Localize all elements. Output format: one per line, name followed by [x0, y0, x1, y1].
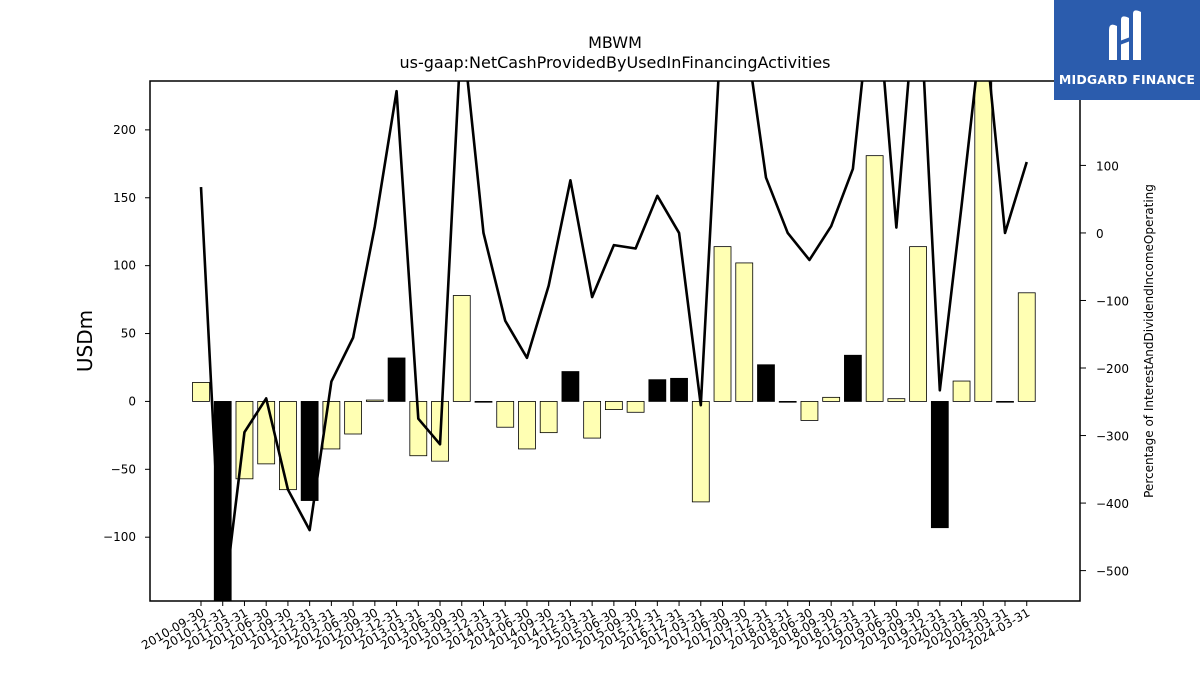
y-tick-label: 150 — [113, 191, 136, 205]
plot-frame — [149, 80, 1081, 602]
bar-2019-03-31 — [865, 155, 884, 402]
line-layer — [199, 81, 1028, 601]
bar-2015-09-30 — [626, 401, 645, 413]
y-tick-label: 50 — [121, 327, 136, 341]
y-axis-label: USDm — [73, 310, 97, 372]
bar-2017-06-30 — [713, 246, 732, 402]
bar-2011-12-31 — [300, 401, 319, 501]
y-tick-label: 0 — [128, 394, 136, 408]
bar-2019-12-31 — [930, 401, 949, 529]
y-tick-label: 100 — [113, 259, 136, 273]
y2-tick-label: 100 — [1096, 159, 1119, 173]
bar-2018-06-30 — [800, 401, 819, 421]
bar-2014-12-31 — [561, 371, 580, 402]
bar-2020-03-31 — [952, 380, 971, 402]
bar-2011-09-30 — [279, 401, 297, 491]
brand-logo: MIDGARD FINANCE — [1054, 0, 1200, 100]
bar-2012-09-30 — [365, 399, 384, 402]
x-axis: 2010-09-302010-12-312011-03-312011-06-30… — [139, 601, 1032, 652]
y-tick-label: 200 — [113, 123, 136, 137]
bar-2020-06-30 — [974, 81, 993, 402]
bar-2014-06-30 — [518, 401, 536, 450]
bar-2015-12-31 — [648, 379, 667, 402]
bar-2011-06-30 — [257, 401, 276, 465]
bar-2015-03-31 — [583, 401, 602, 439]
bar-2012-12-31 — [387, 357, 406, 402]
bar-2017-03-31 — [691, 401, 710, 503]
bar-2023-03-31 — [996, 401, 1014, 403]
bars-layer — [192, 81, 1036, 601]
bar-2013-12-31 — [474, 401, 493, 403]
y-tick-label: −50 — [111, 462, 136, 476]
brand-name: MIDGARD FINANCE — [1058, 72, 1196, 87]
y-tick-label: −100 — [103, 530, 136, 544]
chart-subtitle: us-gaap:NetCashProvidedByUsedInFinancing… — [399, 53, 830, 72]
y2-tick-label: −200 — [1096, 362, 1129, 376]
y2-tick-label: −500 — [1096, 565, 1129, 579]
bar-2013-09-30 — [452, 295, 471, 402]
percentage-line — [199, 81, 1028, 601]
bar-2014-03-31 — [496, 401, 515, 428]
chart-title: MBWM — [588, 33, 642, 52]
bar-2012-06-30 — [344, 401, 362, 435]
bar-2015-06-30 — [605, 401, 623, 410]
bar-2014-09-30 — [539, 401, 558, 434]
bar-2018-09-30 — [822, 396, 841, 402]
bar-2010-09-30 — [192, 382, 210, 402]
bar-2019-09-30 — [909, 246, 927, 402]
y2-tick-label: −100 — [1096, 294, 1129, 308]
y2-axis-label: Percentage of InterestAndDividendIncomeO… — [1142, 184, 1156, 498]
bar-2018-12-31 — [844, 354, 862, 402]
bar-2016-12-31 — [670, 377, 688, 402]
bar-2024-03-31 — [1017, 292, 1036, 402]
bar-2018-03-31 — [778, 401, 797, 403]
midgard-logo-icon — [1109, 10, 1141, 61]
y2-tick-label: −300 — [1096, 430, 1129, 444]
bar-2017-09-30 — [735, 262, 754, 402]
y-axis-right: −500 −400 −300 −200 −100 0 100 — [1080, 159, 1129, 579]
y-axis-left: −100 −50 0 50 100 150 200 — [103, 123, 150, 544]
y2-tick-label: 0 — [1096, 227, 1104, 241]
bar-2017-12-31 — [757, 364, 775, 402]
y2-tick-label: −400 — [1096, 497, 1129, 511]
bar-2019-06-30 — [887, 398, 906, 402]
